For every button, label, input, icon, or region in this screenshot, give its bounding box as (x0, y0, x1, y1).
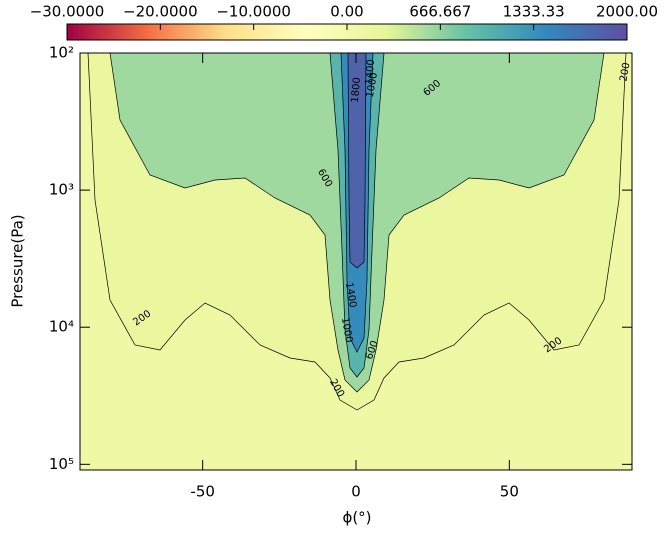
colorbar-tick-label: −30.0000 (30, 3, 105, 21)
y-tick-label: 10³ (49, 181, 74, 199)
x-tick-label: 50 (500, 483, 519, 501)
contour-fill (348, 53, 366, 268)
colorbar-tick-label: 666.667 (409, 3, 471, 21)
colorbar-tick-label: 0.00 (330, 3, 363, 21)
contour-line (329, 53, 385, 378)
x-tick-label: -50 (190, 483, 215, 501)
y-tick-label: 10⁴ (49, 318, 74, 336)
colorbar-tick-label: 1333.33 (503, 3, 565, 21)
contour-line (347, 53, 367, 269)
contour-label: 1800 (350, 77, 363, 103)
y-tick-label: 10⁵ (49, 455, 74, 473)
colorbar-tick-label: −20.0000 (123, 3, 198, 21)
contour-label: 1400 (364, 59, 377, 85)
x-axis-label: ϕ(°) (342, 509, 371, 527)
contour-line (109, 53, 605, 393)
contour-label: 1000 (339, 317, 354, 344)
contour-label: 200 (618, 62, 632, 83)
y-tick-label: 10² (49, 44, 74, 62)
contour-label: 1400 (343, 282, 358, 309)
colorbar-tick-label: −10.0000 (216, 3, 291, 21)
y-axis-label: Pressure(Pa) (9, 214, 27, 307)
contour-label: 1000 (365, 72, 380, 99)
x-tick-label: 0 (351, 483, 361, 501)
colorbar-tick-label: 2000.00 (596, 3, 658, 21)
contour-line (340, 53, 374, 353)
contour-line (87, 53, 627, 411)
field: 2002002002006006006001000100014001400180… (80, 53, 632, 470)
